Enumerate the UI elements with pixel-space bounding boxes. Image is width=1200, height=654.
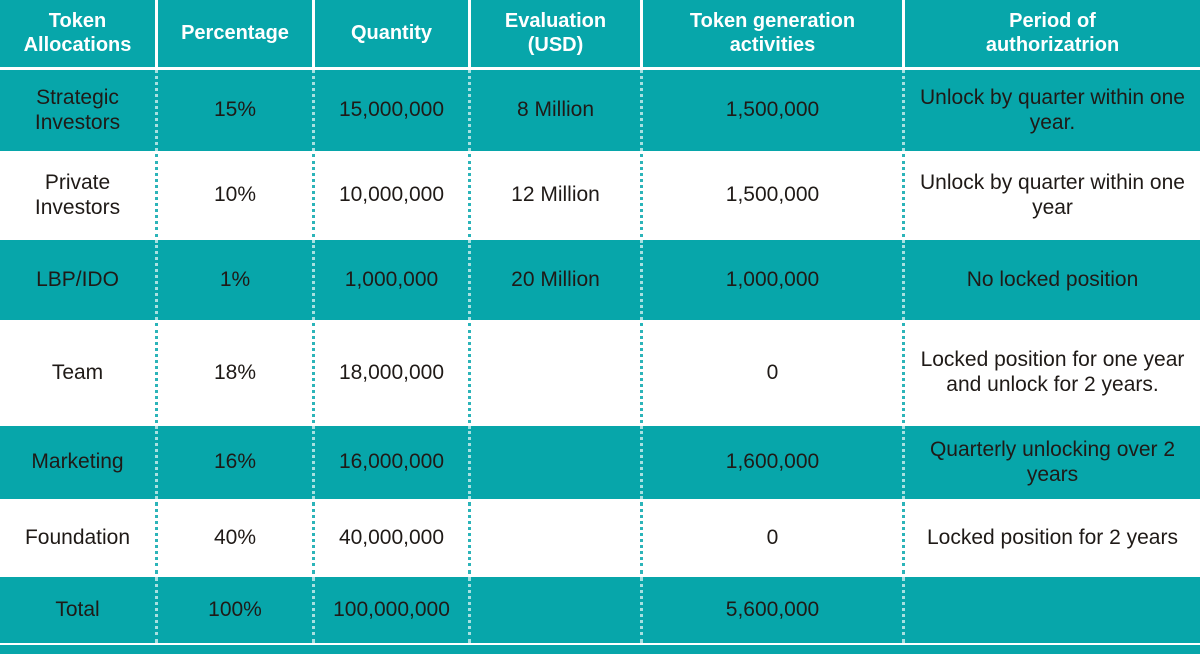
table-cell: 5,600,000 [640,577,902,643]
table-cell: Total [55,597,100,621]
column-header-token-allocations: Token Allocations [23,9,132,56]
table-cell: 10% [155,154,312,237]
table-cell: Private Investors [34,170,121,219]
table-cell: 1,000,000 [640,240,902,320]
table-cell: 15,000,000 [312,70,468,151]
table-cell: 18,000,000 [312,323,468,423]
table-cell [468,502,640,574]
table-cell: Unlock by quarter within one year. [902,70,1200,151]
table-cell [468,426,640,499]
table-row-lbp-ido: LBP/IDO 1% 1,000,000 20 Million 1,000,00… [0,240,1200,320]
table-cell: 20 Million [468,240,640,320]
table-row-private-investors: Private Investors 10% 10,000,000 12 Mill… [0,154,1200,237]
bottom-accent-bar [0,645,1200,654]
column-header-period-of-authorization: Period of authorizatrion [902,0,1200,67]
table-cell: 1% [155,240,312,320]
table-cell: Marketing [31,450,124,474]
table-header-row: Token Allocations Percentage Quantity Ev… [0,0,1200,67]
table-cell: 1,500,000 [640,70,902,151]
table-cell: LBP/IDO [36,267,119,291]
table-row-strategic-investors: Strategic Investors 15% 15,000,000 8 Mil… [0,70,1200,151]
column-header-percentage: Percentage [155,0,312,67]
table-cell: 100,000,000 [312,577,468,643]
table-row-marketing: Marketing 16% 16,000,000 1,600,000 Quart… [0,426,1200,499]
table-cell: 40,000,000 [312,502,468,574]
table-cell: 8 Million [468,70,640,151]
table-cell: Locked position for 2 years [902,502,1200,574]
table-cell: 10,000,000 [312,154,468,237]
table-cell: 16% [155,426,312,499]
table-cell: Unlock by quarter within one year [902,154,1200,237]
table-cell: 15% [155,70,312,151]
table-cell: Team [51,360,104,384]
table-cell: 12 Million [468,154,640,237]
table-cell: 16,000,000 [312,426,468,499]
table-cell: No locked position [902,240,1200,320]
table-cell: 1,600,000 [640,426,902,499]
table-cell: 1,500,000 [640,154,902,237]
table-cell: 18% [155,323,312,423]
table-row-total: Total 100% 100,000,000 5,600,000 [0,577,1200,643]
table-row-foundation: Foundation 40% 40,000,000 0 Locked posit… [0,502,1200,574]
table-cell: 0 [640,323,902,423]
column-header-evaluation-usd: Evaluation (USD) [468,0,640,67]
table-cell: 40% [155,502,312,574]
table-cell: Locked position for one year and unlock … [902,323,1200,423]
table-cell: Foundation [24,525,131,549]
table-cell: 0 [640,502,902,574]
table-cell: Strategic Investors [34,85,121,134]
table-cell: 1,000,000 [312,240,468,320]
table-cell: 100% [155,577,312,643]
table-row-team: Team 18% 18,000,000 0 Locked position fo… [0,323,1200,423]
table-cell [468,577,640,643]
column-header-token-generation-activities: Token generation activities [640,0,902,67]
column-header-quantity: Quantity [312,0,468,67]
table-cell [468,323,640,423]
table-cell [902,577,1200,643]
table-cell: Quarterly unlocking over 2 years [902,426,1200,499]
